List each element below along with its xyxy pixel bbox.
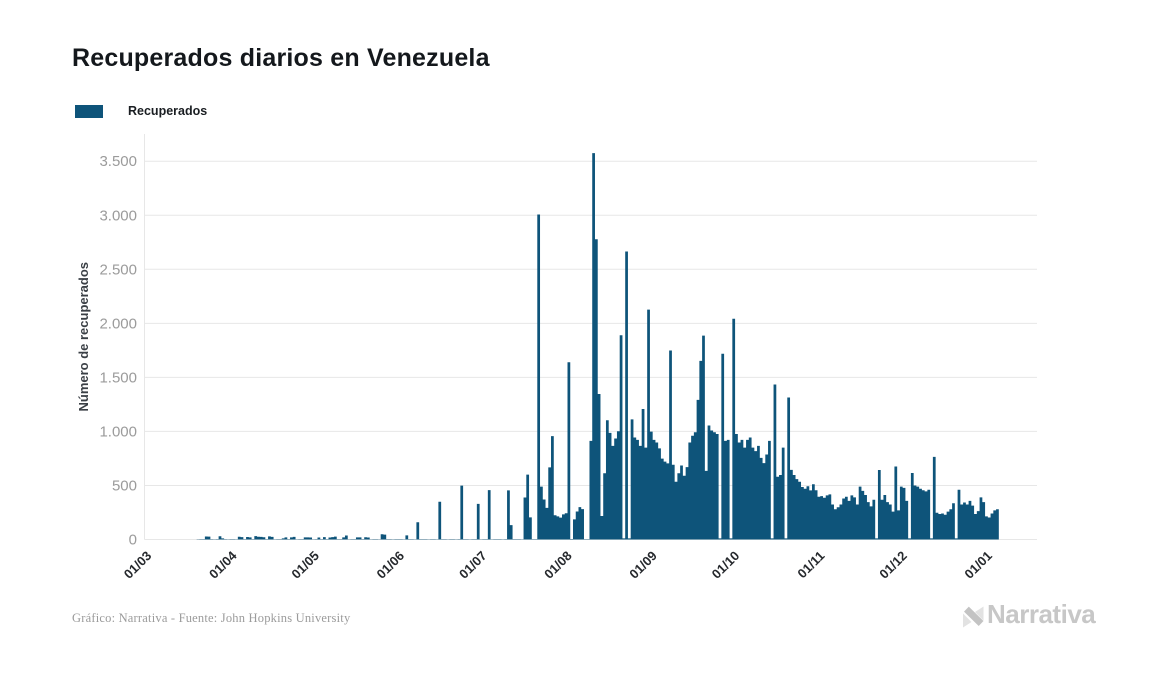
brand-logo: Narrativa	[962, 599, 1096, 629]
brand-name: Narrativa	[987, 599, 1096, 629]
credit-text: Gráfico: Narrativa - Fuente: John Hopkin…	[72, 611, 351, 625]
x-axis-tick-label: 01/10	[709, 548, 743, 582]
legend: Recuperados	[75, 104, 207, 118]
legend-label: Recuperados	[128, 104, 208, 118]
y-axis-tick-label: 1.500	[99, 369, 137, 386]
y-axis-tick-label: 1.000	[99, 423, 137, 440]
x-axis-tick-label: 01/09	[626, 548, 660, 582]
bar-run[interactable]	[196, 153, 999, 540]
x-axis-tick-label: 01/07	[456, 548, 490, 582]
y-axis-tick-label: 3.000	[99, 207, 137, 224]
x-axis-tick-label: 01/06	[374, 548, 408, 582]
y-axis-title: Número de recuperados	[76, 262, 91, 412]
x-axis-tick-label: 01/12	[876, 548, 910, 582]
y-axis-tick-label: 2.500	[99, 261, 137, 278]
x-axis-tick-label: 01/05	[288, 548, 322, 582]
legend-swatch	[75, 104, 103, 118]
y-axis-tick-label: 0	[129, 532, 137, 549]
x-axis-tick-label: 01/01	[961, 548, 995, 582]
bars-series-recuperados	[196, 153, 999, 540]
plot-area: 0 500 1.000 1.500 2.000 2.500 3.000 3.500 01/03 0…	[76, 134, 1037, 582]
y-axis-tick-label: 3.500	[99, 153, 137, 170]
x-axis-tick-label: 01/08	[541, 548, 575, 582]
y-axis-tick-label: 2.000	[99, 315, 137, 332]
x-axis-tick-label: 01/11	[794, 548, 827, 581]
x-axis-tick-label: 01/04	[206, 547, 240, 581]
chart-title: Recuperados diarios en Venezuela	[72, 44, 490, 72]
x-axis-tick-label: 01/03	[121, 548, 155, 582]
y-axis-tick-label: 500	[112, 477, 137, 494]
narrativa-mark-icon	[963, 606, 984, 628]
